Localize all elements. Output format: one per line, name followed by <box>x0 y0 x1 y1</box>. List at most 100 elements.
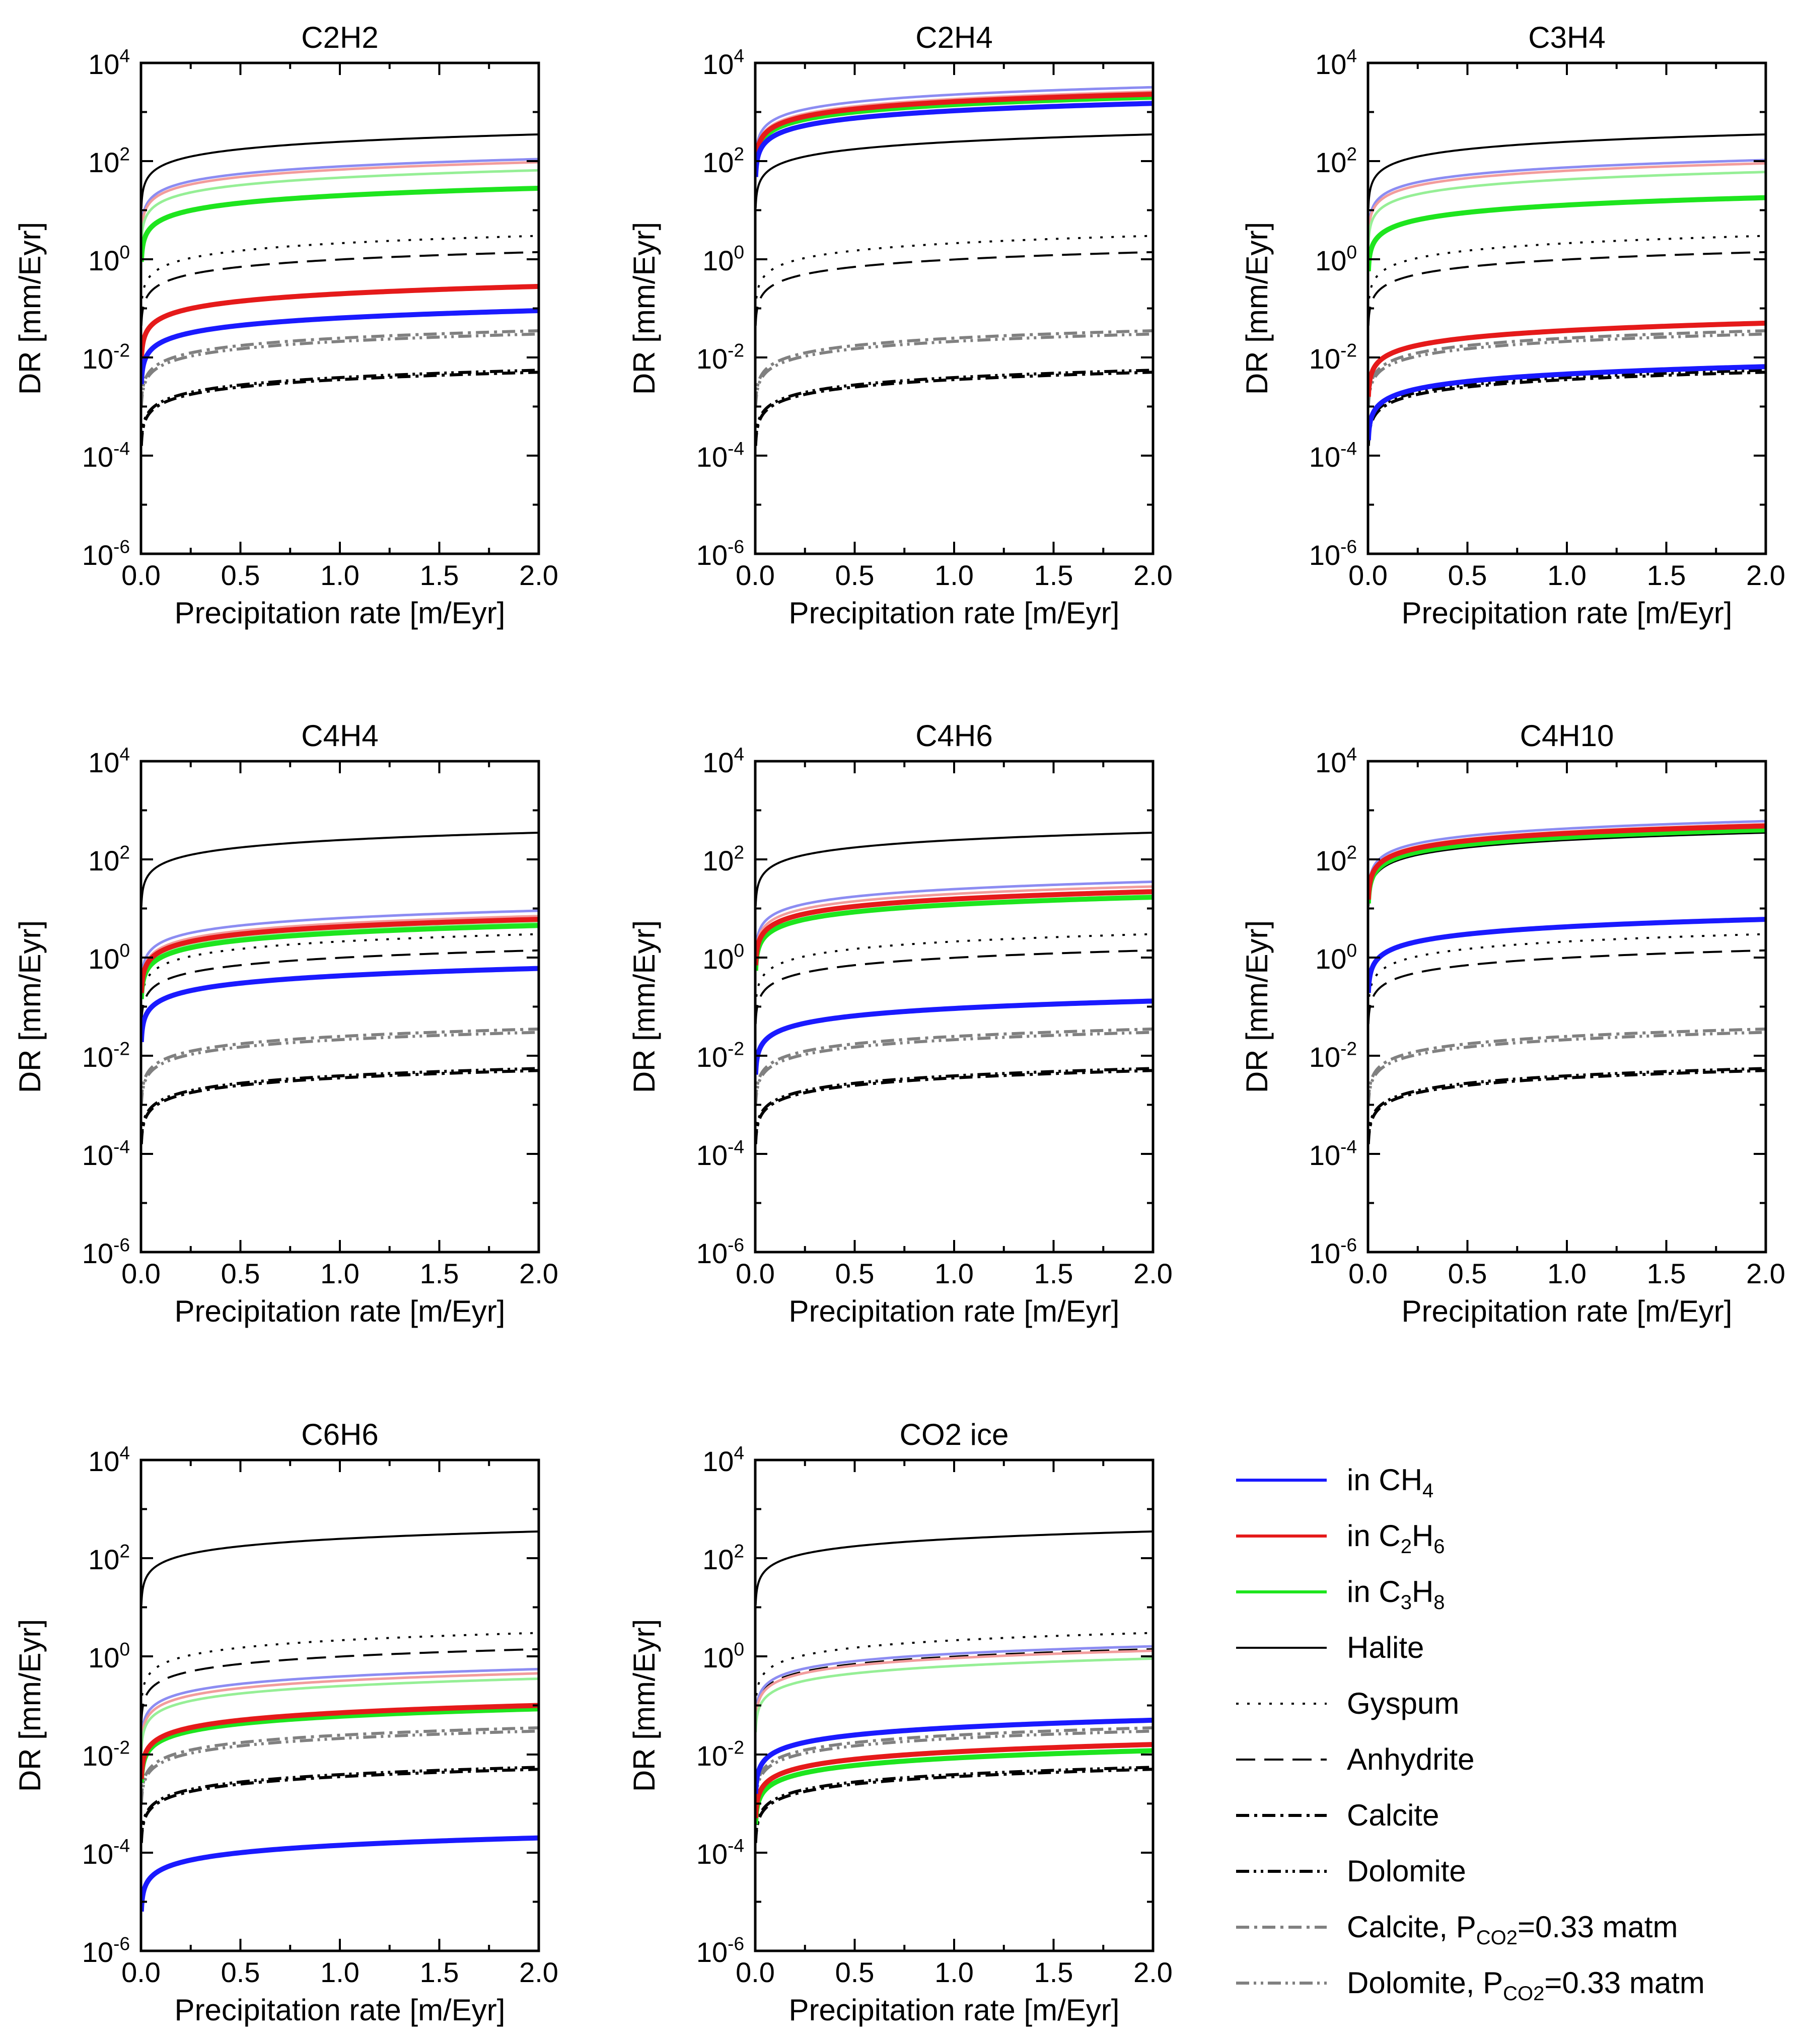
x-tick-label: 1.5 <box>420 1258 459 1289</box>
series-line <box>755 133 1153 209</box>
y-tick-label: 102 <box>88 842 130 877</box>
legend-label: Dolomite, PCO2=0.33 matm <box>1347 1966 1705 2005</box>
series-line <box>755 1027 1153 1104</box>
series-group <box>1368 820 1766 1146</box>
x-tick-label: 0.5 <box>835 1956 875 1988</box>
series-line <box>1368 195 1766 274</box>
legend: in CH4 in C2H6 in C3H8 Halite Gyspum Anhydrit… <box>1236 1463 1705 2005</box>
x-tick-label: 2.0 <box>519 1258 558 1289</box>
y-tick-label: 10-2 <box>82 340 130 375</box>
panel-title: C4H6 <box>915 719 992 753</box>
y-tick-label: 102 <box>88 1541 130 1575</box>
series-line <box>141 1835 539 1914</box>
y-axis-label: DR [mm/Eyr] <box>627 1619 661 1792</box>
y-tick-label: 10-6 <box>696 1234 744 1269</box>
chart-panel: C4H4 10-6 10-4 10-2 100 102 104 0.0 0.5 1.0 1.5 2.0… <box>13 719 558 1328</box>
panel-title: C6H6 <box>301 1418 378 1451</box>
y-tick-label: 100 <box>88 940 130 975</box>
series-line <box>1368 320 1766 399</box>
panel-title: CO2 ice <box>900 1418 1009 1451</box>
x-tick-label: 0.5 <box>835 559 875 591</box>
x-tick-label: 0.0 <box>121 1258 161 1289</box>
series-line <box>755 371 1153 448</box>
x-tick-label: 1.0 <box>320 1956 359 1988</box>
series-line <box>1368 933 1766 1009</box>
y-tick-label: 10-4 <box>82 1136 130 1171</box>
legend-label: in CH4 <box>1347 1463 1433 1502</box>
x-tick-label: 0.0 <box>121 1956 161 1988</box>
series-line <box>1368 329 1766 406</box>
y-tick-label: 100 <box>1315 940 1357 975</box>
y-tick-label: 10-4 <box>82 438 130 473</box>
x-tick-label: 2.0 <box>1133 1956 1173 1988</box>
series-line <box>755 1645 1153 1721</box>
series-line <box>755 1748 1153 1827</box>
series-line <box>755 1657 1153 1733</box>
series-line <box>141 923 539 1002</box>
x-tick-label: 0.0 <box>736 559 775 591</box>
series-line <box>755 329 1153 406</box>
x-tick-label: 1.5 <box>420 1956 459 1988</box>
y-tick-label: 10-6 <box>1309 536 1357 571</box>
series-line <box>1368 332 1766 409</box>
series-line <box>1368 133 1766 209</box>
x-axis-label: Precipitation rate [m/Eyr] <box>1402 596 1733 630</box>
series-line <box>755 369 1153 446</box>
y-tick-label: 102 <box>1315 842 1357 877</box>
x-tick-label: 0.0 <box>1348 559 1388 591</box>
y-tick-label: 10-4 <box>1309 1136 1357 1171</box>
y-tick-label: 10-4 <box>82 1835 130 1870</box>
series-line <box>755 1632 1153 1708</box>
series-line <box>141 369 539 446</box>
x-tick-label: 1.5 <box>1034 1258 1073 1289</box>
series-line <box>1368 820 1766 896</box>
y-tick-label: 104 <box>88 45 130 80</box>
series-line <box>1368 369 1766 446</box>
series-group <box>141 1530 539 1914</box>
legend-label: Calcite, PCO2=0.33 matm <box>1347 1910 1678 1949</box>
series-line <box>755 1031 1153 1108</box>
y-tick-label: 10-6 <box>696 536 744 571</box>
series-line <box>755 1768 1153 1845</box>
panel-title: C4H10 <box>1520 719 1614 753</box>
chart-panel: C2H2 10-6 10-4 10-2 100 102 104 0.0 0.5 1.0 1.5 2.0… <box>13 21 558 630</box>
y-tick-label: 104 <box>88 744 130 778</box>
x-tick-label: 0.0 <box>1348 1258 1388 1289</box>
x-tick-label: 0.5 <box>221 1956 260 1988</box>
y-tick-label: 104 <box>702 1442 744 1477</box>
series-line <box>141 169 539 245</box>
series-line <box>755 1069 1153 1146</box>
y-axis-label: DR [mm/Eyr] <box>1240 222 1274 395</box>
panel-title: C3H4 <box>1528 21 1605 54</box>
series-line <box>141 966 539 1045</box>
x-tick-label: 0.5 <box>221 1258 260 1289</box>
series-line <box>755 251 1153 327</box>
y-tick-label: 10-4 <box>1309 438 1357 473</box>
series-line <box>755 1530 1153 1606</box>
series-line <box>755 1742 1153 1821</box>
series-line <box>755 949 1153 1025</box>
x-tick-label: 2.0 <box>1133 559 1173 591</box>
x-tick-label: 2.0 <box>519 1956 558 1988</box>
y-axis-label: DR [mm/Eyr] <box>627 920 661 1093</box>
series-line <box>141 949 539 1025</box>
series-group <box>755 831 1153 1146</box>
series-line <box>141 371 539 448</box>
y-tick-label: 104 <box>702 744 744 778</box>
x-tick-label: 1.0 <box>1547 1258 1587 1289</box>
series-line <box>755 1717 1153 1796</box>
series-line <box>141 235 539 311</box>
series-line <box>1368 949 1766 1025</box>
series-line <box>1368 917 1766 996</box>
series-line <box>141 1667 539 1744</box>
series-line <box>1368 1031 1766 1108</box>
y-tick-label: 10-6 <box>82 1234 130 1269</box>
y-tick-label: 10-2 <box>82 1737 130 1772</box>
series-line <box>755 235 1153 311</box>
x-tick-label: 0.0 <box>736 1956 775 1988</box>
series-line <box>755 1726 1153 1803</box>
x-tick-label: 1.5 <box>420 559 459 591</box>
series-line <box>1368 162 1766 238</box>
series-line <box>755 1729 1153 1806</box>
